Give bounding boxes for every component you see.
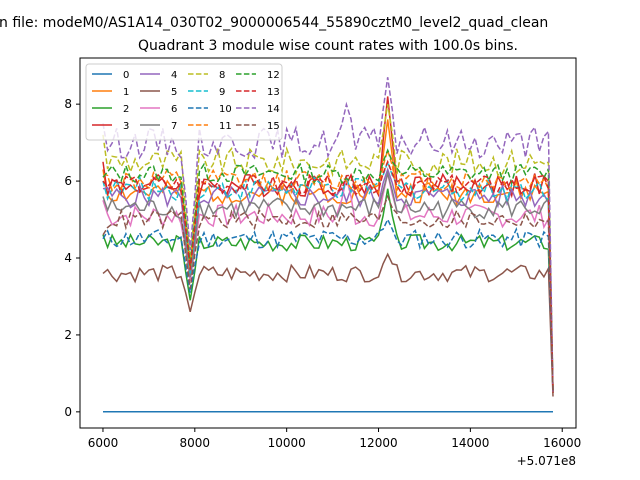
y-tick-label: 4 — [64, 251, 72, 265]
figure-suptitle: n file: modeM0/AS1A14_030T02_9000006544_… — [0, 15, 548, 31]
series-line-15 — [102, 194, 554, 393]
legend-label: 13 — [267, 87, 280, 98]
legend-item-9: 9 — [188, 87, 225, 98]
series-line-11 — [102, 147, 554, 393]
x-tick-label: 8000 — [180, 436, 211, 450]
legend-item-10: 10 — [188, 104, 232, 115]
y-axis-ticks: 0 2 4 6 8 — [64, 97, 80, 419]
legend-label: 6 — [171, 104, 177, 115]
legend-item-2: 2 — [92, 104, 129, 115]
axes-frame — [79, 57, 577, 429]
legend-item-0: 0 — [92, 70, 129, 81]
series-line-4 — [102, 167, 554, 393]
legend-item-7: 7 — [140, 121, 177, 132]
legend-item-11: 11 — [188, 121, 232, 132]
y-tick-label: 6 — [64, 174, 72, 188]
legend-item-4: 4 — [140, 70, 177, 81]
series-line-10 — [102, 217, 554, 393]
series-line-12 — [102, 148, 554, 393]
legend-label: 10 — [219, 104, 232, 115]
legend-box — [85, 63, 283, 141]
series-line-13 — [102, 159, 554, 393]
series-line-9 — [102, 159, 554, 393]
x-tick-label: 10000 — [268, 436, 306, 450]
legend-label: 0 — [123, 70, 129, 81]
y-tick-label: 0 — [64, 405, 72, 419]
legend-label: 8 — [219, 70, 225, 81]
plot-series-group — [102, 77, 554, 413]
legend-item-12: 12 — [236, 70, 280, 81]
legend-item-3: 3 — [92, 121, 129, 132]
x-tick-label: 6000 — [88, 436, 119, 450]
legend-item-5: 5 — [140, 87, 177, 98]
legend-label: 12 — [267, 70, 280, 81]
legend-label: 3 — [123, 121, 129, 132]
x-axis-offset-label: +5.071e8 — [517, 454, 576, 468]
x-tick-label: 14000 — [451, 436, 489, 450]
legend-label: 4 — [171, 70, 177, 81]
legend-item-14: 14 — [236, 104, 280, 115]
legend-label: 9 — [219, 87, 225, 98]
legend-label: 1 — [123, 87, 129, 98]
legend-label: 5 — [171, 87, 177, 98]
legend-label: 15 — [267, 121, 280, 132]
legend-label: 14 — [267, 104, 280, 115]
series-line-5 — [102, 252, 554, 397]
x-axis-ticks: 6000 8000 10000 12000 14000 16000 — [88, 428, 581, 450]
y-tick-label: 2 — [64, 328, 72, 342]
series-line-6 — [102, 173, 554, 393]
chart-title: Quadrant 3 module wise count rates with … — [138, 38, 518, 54]
series-line-2 — [102, 188, 554, 393]
legend-item-13: 13 — [236, 87, 280, 98]
legend-item-1: 1 — [92, 87, 129, 98]
legend-item-6: 6 — [140, 104, 177, 115]
legend-label: 2 — [123, 104, 129, 115]
series-line-7 — [102, 170, 554, 393]
x-tick-label: 16000 — [543, 436, 581, 450]
series-line-14 — [102, 77, 554, 393]
legend-label: 7 — [171, 121, 177, 132]
series-line-8 — [102, 104, 554, 389]
legend-label: 11 — [219, 121, 232, 132]
legend-item-8: 8 — [188, 70, 225, 81]
legend-item-15: 15 — [236, 121, 280, 132]
x-tick-label: 12000 — [359, 436, 397, 450]
y-tick-label: 8 — [64, 97, 72, 111]
